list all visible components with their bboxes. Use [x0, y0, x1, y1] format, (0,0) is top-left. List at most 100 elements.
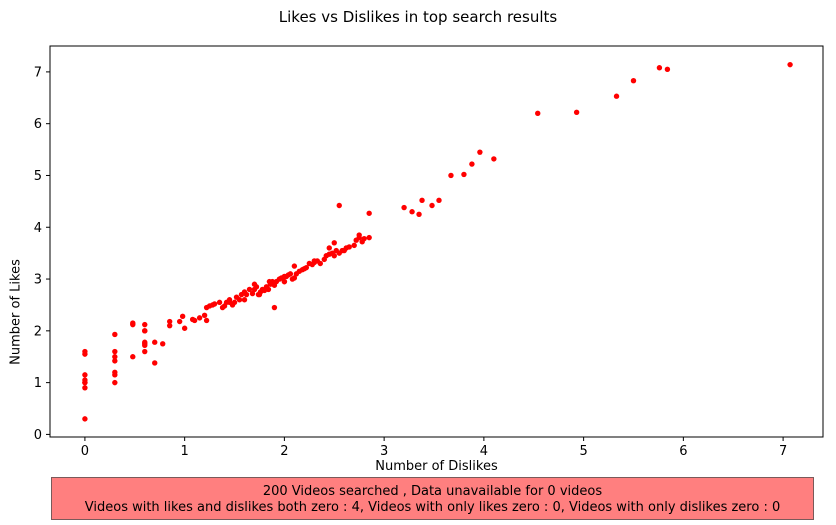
x-tick-label: 4 — [480, 444, 488, 459]
data-point — [112, 331, 118, 338]
data-point — [287, 271, 294, 277]
data-point — [216, 299, 223, 306]
data-point — [326, 245, 332, 251]
x-tick-label: 0 — [81, 444, 89, 459]
summary-box: 200 Videos searched , Data unavailable f… — [51, 477, 814, 520]
x-axis-ticks: 0 1 2 3 4 5 6 7 — [81, 437, 787, 459]
data-point — [166, 318, 173, 325]
y-tick-label: 7 — [34, 65, 42, 80]
data-point — [112, 354, 118, 360]
x-tick-label: 2 — [280, 444, 288, 459]
y-tick-label: 1 — [34, 376, 42, 391]
data-point — [226, 299, 233, 306]
data-point — [356, 232, 362, 238]
data-point — [281, 278, 288, 285]
data-point — [656, 65, 663, 71]
data-point — [231, 299, 238, 306]
data-point — [201, 312, 208, 318]
data-point — [336, 202, 342, 209]
chart-title: Likes vs Dislikes in top search results — [278, 8, 558, 26]
data-point — [266, 278, 273, 285]
data-point — [179, 313, 186, 320]
y-tick-label: 0 — [34, 428, 42, 443]
data-point — [409, 209, 415, 215]
data-point — [664, 66, 671, 73]
x-axis-label: Number of Dislikes — [375, 459, 498, 474]
data-point — [181, 325, 188, 331]
data-point — [142, 328, 148, 334]
data-point — [281, 273, 288, 280]
data-point — [152, 360, 158, 366]
data-point — [236, 297, 243, 303]
data-point — [366, 210, 372, 216]
data-point — [401, 204, 407, 211]
data-point — [82, 385, 88, 391]
data-point — [366, 234, 372, 241]
data-point — [112, 358, 118, 364]
data-point — [351, 242, 357, 249]
data-point — [191, 317, 198, 324]
data-point — [211, 301, 218, 307]
data-point — [82, 348, 88, 355]
y-tick-label: 3 — [34, 273, 42, 288]
data-point — [265, 286, 272, 293]
plot-area — [49, 45, 824, 438]
data-point — [436, 197, 442, 204]
data-point — [491, 156, 497, 162]
data-point — [251, 281, 258, 287]
data-point — [246, 286, 253, 293]
data-point — [469, 161, 475, 167]
data-point — [361, 235, 367, 242]
data-point — [112, 348, 118, 355]
data-point — [249, 290, 256, 297]
data-point — [241, 297, 248, 303]
x-tick-label: 7 — [779, 444, 787, 459]
data-point — [152, 339, 158, 345]
data-point — [112, 369, 118, 375]
data-point — [291, 275, 298, 281]
x-tick-label: 5 — [579, 444, 587, 459]
y-tick-label: 6 — [34, 117, 42, 132]
data-point — [176, 318, 183, 325]
data-point — [160, 341, 166, 347]
data-point — [142, 321, 148, 328]
data-point — [311, 258, 318, 264]
y-tick-label: 2 — [34, 324, 42, 339]
data-point — [331, 253, 337, 259]
data-point — [166, 322, 173, 329]
data-point — [142, 341, 148, 347]
data-point — [256, 291, 263, 298]
data-point — [346, 244, 352, 250]
y-axis-label: Number of Likes — [8, 259, 24, 365]
data-point — [291, 263, 298, 269]
data-point — [243, 291, 250, 298]
data-point — [331, 240, 337, 246]
data-point — [82, 379, 88, 386]
data-point — [573, 109, 580, 115]
data-point — [271, 304, 278, 311]
data-point — [419, 197, 425, 204]
data-point — [613, 93, 620, 99]
data-point — [630, 77, 637, 84]
data-point — [429, 202, 435, 209]
x-tick-label: 1 — [181, 444, 189, 459]
data-point — [317, 260, 324, 267]
data-point — [112, 379, 118, 386]
data-point — [82, 416, 88, 422]
data-point — [303, 264, 310, 271]
data-point — [448, 172, 454, 179]
data-point — [787, 61, 793, 68]
summary-line-2: Videos with likes and dislikes both zero… — [84, 500, 781, 515]
data-point — [416, 211, 422, 218]
x-tick-label: 6 — [679, 444, 687, 459]
data-point — [203, 317, 210, 324]
data-point — [535, 110, 541, 117]
y-axis-ticks: 0 1 2 3 4 5 6 7 — [34, 65, 50, 443]
x-tick-label: 3 — [380, 444, 388, 459]
y-tick-label: 4 — [34, 221, 42, 236]
data-point — [142, 348, 148, 355]
data-point — [341, 247, 347, 254]
y-tick-label: 5 — [34, 169, 42, 184]
data-point — [196, 315, 203, 321]
